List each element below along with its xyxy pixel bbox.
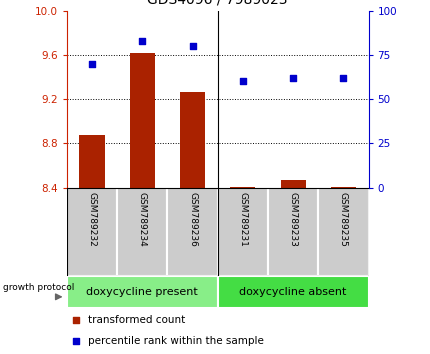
Bar	[317, 188, 368, 276]
Text: GSM789235: GSM789235	[338, 192, 347, 247]
Point	[339, 75, 346, 81]
Bar	[267, 188, 317, 276]
Bar	[330, 187, 355, 188]
Bar	[117, 188, 167, 276]
Bar	[79, 135, 104, 188]
Bar	[180, 92, 205, 188]
Text: growth protocol: growth protocol	[3, 283, 74, 292]
Point	[289, 75, 296, 81]
Bar	[230, 187, 255, 188]
Bar	[280, 180, 305, 188]
Point	[72, 317, 79, 323]
Point	[189, 43, 196, 49]
Text: doxycycline present: doxycycline present	[86, 287, 198, 297]
Text: GSM789231: GSM789231	[238, 192, 247, 247]
Text: transformed count: transformed count	[88, 315, 185, 325]
Point	[239, 79, 246, 84]
Bar	[67, 276, 217, 308]
Bar	[129, 53, 154, 188]
Text: GSM789233: GSM789233	[288, 192, 297, 247]
Point	[88, 61, 95, 67]
Point	[138, 38, 145, 44]
Bar	[167, 188, 217, 276]
Title: GDS4096 / 7989023: GDS4096 / 7989023	[147, 0, 287, 7]
Text: GSM789232: GSM789232	[87, 192, 96, 247]
Text: GSM789236: GSM789236	[187, 192, 197, 247]
Text: doxycycline absent: doxycycline absent	[239, 287, 346, 297]
Bar	[217, 188, 267, 276]
Point	[72, 338, 79, 344]
Text: percentile rank within the sample: percentile rank within the sample	[88, 336, 263, 346]
Bar	[217, 276, 368, 308]
Text: GSM789234: GSM789234	[138, 192, 146, 247]
Bar	[67, 188, 117, 276]
